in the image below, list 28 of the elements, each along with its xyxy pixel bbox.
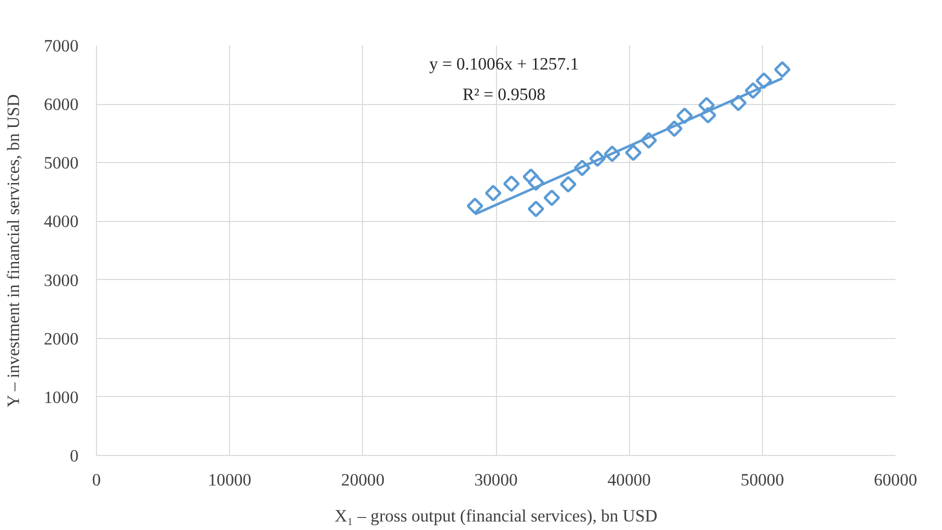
point: [503, 175, 520, 192]
y-tick-label: 5000: [44, 154, 78, 173]
point: [676, 107, 693, 124]
annotation: R² = 0.9508: [462, 85, 546, 104]
annotation: y = 0.1006x + 1257.1: [429, 54, 579, 74]
x-tick-label: 40000: [608, 470, 651, 490]
x-tick-label: 30000: [474, 470, 518, 490]
point: [543, 189, 560, 206]
y-tick-label: 0: [70, 446, 79, 466]
x-tick-label: 20000: [341, 470, 384, 490]
x-tick-label: 60000: [874, 470, 918, 490]
y-tick-label: 3000: [44, 270, 78, 290]
y-tick-label: 1000: [44, 388, 78, 407]
point: [624, 144, 642, 162]
point: [560, 176, 576, 193]
y-tick-label: 6000: [44, 95, 78, 114]
y-tick-label: 4000: [44, 212, 78, 232]
point: [528, 200, 544, 218]
point: [774, 61, 791, 78]
point: [484, 184, 502, 202]
y-tick-label: 2000: [44, 329, 78, 348]
x-tick-label: 10000: [208, 470, 252, 490]
x-tick-label: 50000: [740, 470, 784, 490]
x-tick-label: 0: [92, 470, 101, 490]
point: [466, 198, 484, 214]
y-axis-title: Y – investment in financial services, bn USD: [4, 94, 23, 408]
y-tick-label: 7000: [44, 36, 78, 56]
x-axis-title: X₁ – gross output (financial services), bn USD: [334, 506, 658, 526]
